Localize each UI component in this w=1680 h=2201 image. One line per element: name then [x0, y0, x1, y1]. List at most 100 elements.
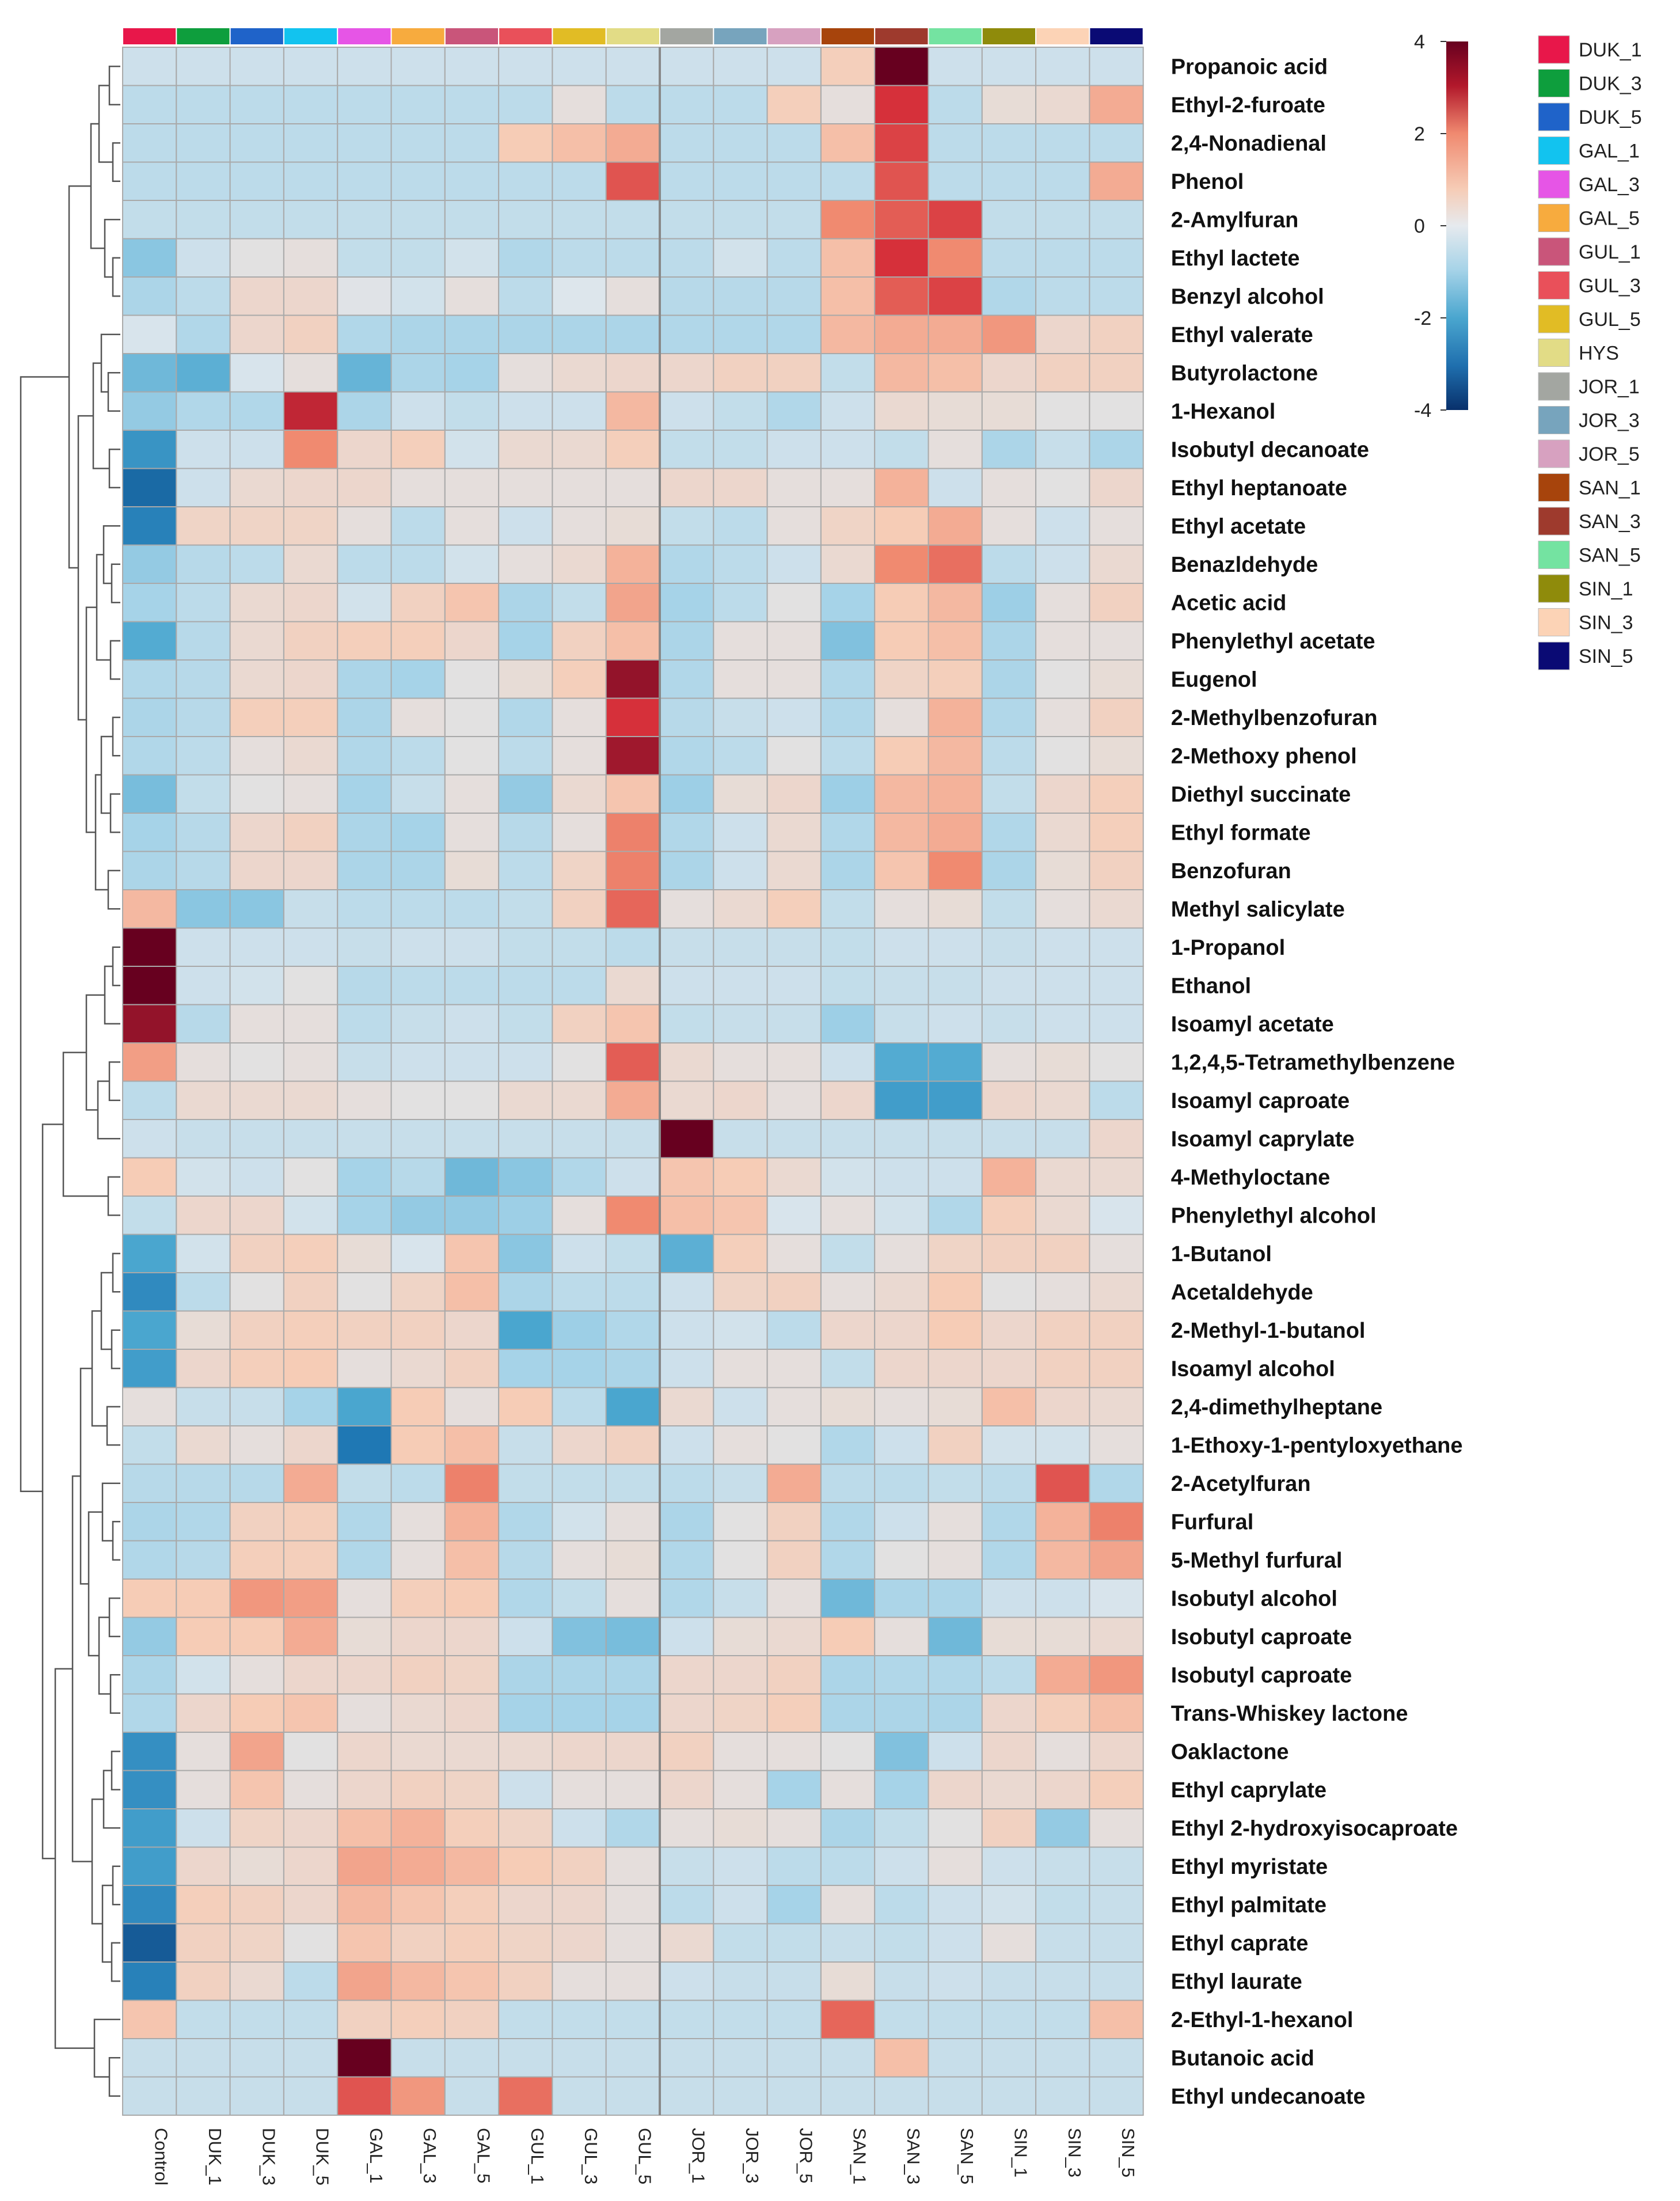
heatmap-cell — [713, 1425, 768, 1465]
heatmap-cell — [283, 1655, 339, 1695]
heatmap-cell — [766, 1923, 822, 1963]
heatmap-cell — [552, 506, 607, 546]
heatmap-cell — [229, 276, 284, 316]
heatmap-cell — [552, 1578, 607, 1618]
heatmap-cell — [820, 2076, 876, 2116]
heatmap-cell — [283, 123, 339, 163]
heatmap-cell — [283, 391, 339, 431]
heatmap-cell — [981, 1846, 1037, 1886]
heatmap-cell — [820, 774, 876, 814]
heatmap-cell — [498, 966, 553, 1005]
heatmap-cell — [229, 468, 284, 507]
dendrogram-branch — [112, 946, 120, 986]
heatmap-cell — [1035, 851, 1090, 890]
heatmap-cell — [176, 1196, 231, 1235]
heatmap-cell — [874, 238, 929, 278]
heatmap-cell — [928, 1502, 983, 1542]
heatmap-cell — [713, 659, 768, 699]
heatmap-cell — [176, 1616, 231, 1656]
heatmap-cell — [229, 966, 284, 1005]
heatmap-cell — [659, 1540, 714, 1580]
heatmap-cell — [659, 621, 714, 661]
heatmap-cell — [337, 1502, 392, 1542]
heatmap-cell — [713, 851, 768, 890]
heatmap-cell — [659, 1387, 714, 1426]
heatmap-cell — [444, 1349, 500, 1388]
heatmap-cell — [605, 1540, 660, 1580]
heatmap-cell — [1089, 1234, 1144, 1273]
heatmap-cell — [1089, 966, 1144, 1005]
top-annotation-bar — [122, 27, 1144, 45]
heatmap-cell — [820, 85, 876, 124]
row-label: 1,2,4,5-Tetramethylbenzene — [1171, 1050, 1455, 1075]
heatmap-cell — [659, 583, 714, 623]
heatmap-cell — [498, 2076, 553, 2116]
heatmap-cell — [713, 200, 768, 240]
row-label: Isobutyl decanoate — [1171, 438, 1369, 462]
heatmap-cell — [1089, 583, 1144, 623]
heatmap-cell — [820, 506, 876, 546]
heatmap-cell — [283, 1770, 339, 1809]
heatmap-cell — [874, 697, 929, 737]
heatmap-cell — [874, 1349, 929, 1388]
heatmap-cell — [605, 1693, 660, 1733]
heatmap-cell — [820, 1923, 876, 1963]
row-label: Ethyl valerate — [1171, 323, 1313, 347]
legend-swatch — [1538, 608, 1570, 636]
heatmap-cell — [1035, 697, 1090, 737]
heatmap-cell — [122, 621, 177, 661]
heatmap-cell — [444, 1310, 500, 1350]
legend-label: DUK_3 — [1579, 73, 1642, 95]
heatmap-cell — [874, 1157, 929, 1197]
heatmap-cell — [874, 1463, 929, 1503]
heatmap-cell — [444, 583, 500, 623]
heatmap-cell — [122, 1655, 177, 1695]
heatmap-cell — [552, 583, 607, 623]
heatmap-cell — [390, 583, 446, 623]
heatmap-cell — [928, 659, 983, 699]
dendrogram-branch — [107, 1176, 120, 1216]
heatmap-cell — [444, 659, 500, 699]
row-label: Ethyl undecanoate — [1171, 2085, 1366, 2109]
legend-swatch — [1538, 642, 1570, 670]
heatmap-cell — [981, 1196, 1037, 1235]
dendrogram-branch — [98, 85, 113, 163]
heatmap-cell — [820, 1846, 876, 1886]
row-label: Ethyl caprate — [1171, 1931, 1309, 1956]
legend-label: GAL_3 — [1579, 174, 1640, 196]
heatmap-cell — [874, 276, 929, 316]
heatmap-cell — [498, 659, 553, 699]
heatmap-cell — [229, 1540, 284, 1580]
heatmap-cell — [713, 430, 768, 469]
heatmap-cell — [981, 2076, 1037, 2116]
heatmap-cell — [874, 1540, 929, 1580]
heatmap-cell — [176, 544, 231, 584]
heatmap-cell — [122, 1234, 177, 1273]
heatmap-cell — [928, 2038, 983, 2078]
heatmap-cell — [552, 1885, 607, 1925]
heatmap-cell — [283, 659, 339, 699]
heatmap-cell — [713, 1349, 768, 1388]
heatmap-cell — [498, 1808, 553, 1848]
heatmap-cell — [820, 1616, 876, 1656]
heatmap-cell — [766, 813, 822, 852]
heatmap-cell — [766, 889, 822, 929]
heatmap-cell — [820, 2038, 876, 2078]
heatmap-cell — [122, 966, 177, 1005]
heatmap-cell — [1035, 1004, 1090, 1043]
heatmap-cell — [444, 1693, 500, 1733]
column-label: GAL_5 — [473, 2128, 493, 2184]
heatmap-cell — [444, 1119, 500, 1159]
heatmap-cell — [1035, 1425, 1090, 1465]
annotation-swatch — [552, 27, 607, 45]
heatmap-cell — [498, 1923, 553, 1963]
heatmap-cell — [981, 1387, 1037, 1426]
annotation-swatch — [605, 27, 660, 45]
heatmap-cell — [498, 583, 553, 623]
heatmap-cell — [498, 774, 553, 814]
heatmap-cell — [605, 1846, 660, 1886]
heatmap-cell — [176, 1732, 231, 1771]
heatmap-cell — [122, 1540, 177, 1580]
legend-label: SIN_5 — [1579, 646, 1633, 667]
heatmap-cell — [1035, 1616, 1090, 1656]
